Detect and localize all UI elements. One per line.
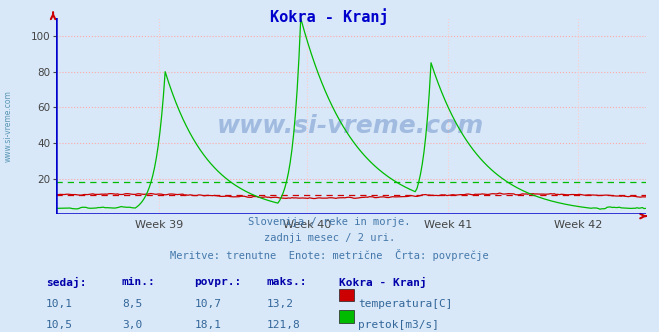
Text: www.si-vreme.com: www.si-vreme.com	[217, 114, 484, 138]
Text: zadnji mesec / 2 uri.: zadnji mesec / 2 uri.	[264, 233, 395, 243]
Text: 18,1: 18,1	[194, 320, 221, 330]
Text: 3,0: 3,0	[122, 320, 142, 330]
Text: Kokra - Kranj: Kokra - Kranj	[339, 277, 427, 288]
Text: Slovenija / reke in morje.: Slovenija / reke in morje.	[248, 217, 411, 227]
Text: Kokra - Kranj: Kokra - Kranj	[270, 8, 389, 25]
Text: 121,8: 121,8	[267, 320, 301, 330]
Text: 10,5: 10,5	[46, 320, 73, 330]
Text: maks.:: maks.:	[267, 277, 307, 287]
Text: 13,2: 13,2	[267, 299, 294, 309]
Text: pretok[m3/s]: pretok[m3/s]	[358, 320, 439, 330]
Text: sedaj:: sedaj:	[46, 277, 86, 288]
Text: Meritve: trenutne  Enote: metrične  Črta: povprečje: Meritve: trenutne Enote: metrične Črta: …	[170, 249, 489, 261]
Text: 10,1: 10,1	[46, 299, 73, 309]
Text: temperatura[C]: temperatura[C]	[358, 299, 452, 309]
Text: povpr.:: povpr.:	[194, 277, 242, 287]
Text: www.si-vreme.com: www.si-vreme.com	[3, 90, 13, 162]
Text: 8,5: 8,5	[122, 299, 142, 309]
Text: 10,7: 10,7	[194, 299, 221, 309]
Text: min.:: min.:	[122, 277, 156, 287]
